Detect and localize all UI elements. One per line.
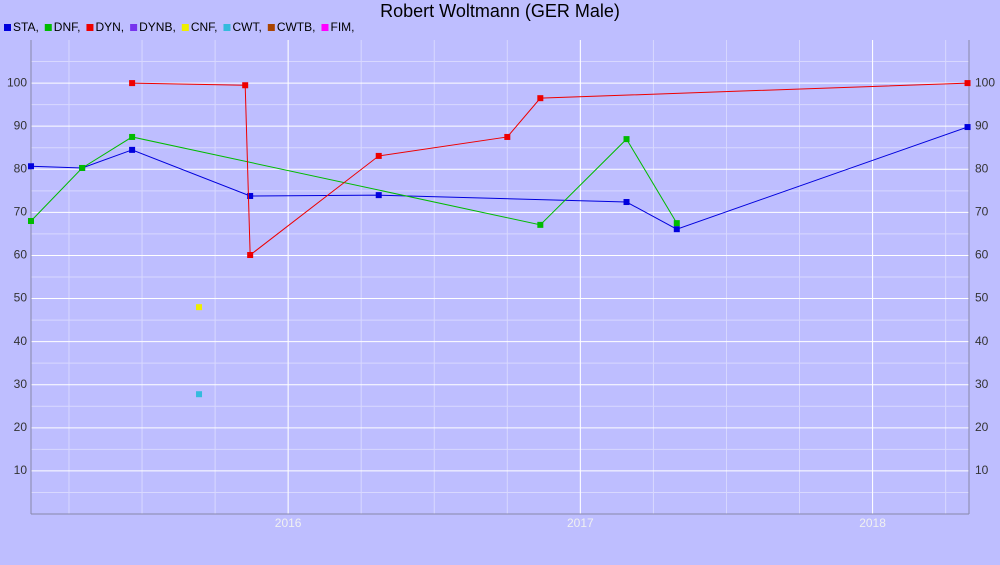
y-tick-label: 80 — [14, 161, 28, 175]
y-tick-label-right: 50 — [975, 291, 989, 305]
y-tick-label-right: 60 — [975, 248, 989, 262]
y-tick-label-right: 20 — [975, 420, 989, 434]
y-tick-label: 10 — [14, 463, 28, 477]
y-tick-label: 90 — [14, 118, 28, 132]
point — [129, 80, 136, 87]
legend-swatch — [181, 24, 189, 31]
point — [375, 152, 382, 159]
legend-swatch — [267, 24, 275, 31]
grid — [31, 40, 969, 514]
y-tick-label-right: 90 — [975, 118, 989, 132]
y-tick-label-right: 10 — [975, 463, 989, 477]
legend-swatch — [321, 24, 329, 31]
y-tick-label: 40 — [14, 334, 28, 348]
point — [375, 192, 382, 199]
legend-label: CWT, — [232, 20, 261, 34]
series-line — [30, 136, 678, 226]
x-tick-label: 2017 — [567, 516, 594, 530]
x-tick-label: 2018 — [859, 516, 886, 530]
y-tick-label: 100 — [7, 75, 27, 89]
point — [623, 199, 630, 206]
point — [964, 124, 971, 131]
y-tick-label-right: 80 — [975, 161, 989, 175]
point — [537, 221, 544, 228]
point — [129, 133, 136, 140]
legend-swatch — [130, 24, 138, 31]
point — [964, 80, 971, 87]
y-tick-label-right: 100 — [975, 75, 995, 89]
point — [537, 95, 544, 102]
y-tick-label: 50 — [14, 291, 28, 305]
legend-swatch — [4, 24, 11, 31]
point — [196, 304, 203, 311]
legend-label: CNF, — [191, 20, 218, 34]
y-tick-label: 70 — [14, 205, 28, 219]
point — [196, 391, 203, 398]
point — [247, 252, 254, 259]
y-tick-label-right: 30 — [975, 377, 989, 391]
point — [28, 217, 34, 224]
series-line — [30, 126, 968, 230]
y-tick-label: 20 — [14, 420, 28, 434]
y-tick-label: 30 — [14, 377, 28, 391]
chart-title: Robert Woltmann (GER Male) — [380, 1, 620, 21]
legend-label: CWTB, — [277, 20, 316, 34]
point — [129, 146, 136, 153]
legend-swatch — [44, 24, 52, 31]
legend-label: DYN, — [95, 20, 124, 34]
legend-label: FIM, — [330, 20, 354, 34]
point — [673, 220, 680, 227]
legend-swatch — [223, 24, 231, 31]
point — [242, 82, 249, 89]
point — [673, 226, 680, 233]
point — [79, 164, 86, 171]
point — [623, 136, 630, 143]
legend-label: DYNB, — [139, 20, 176, 34]
legend-label: DNF, — [54, 20, 81, 34]
y-tick-label: 60 — [14, 248, 28, 262]
legend-label: STA, — [13, 20, 39, 34]
y-tick-label-right: 70 — [975, 205, 989, 219]
point — [28, 163, 34, 170]
y-tick-label-right: 40 — [975, 334, 989, 348]
x-tick-label: 2016 — [275, 516, 302, 530]
legend-swatch — [86, 24, 94, 31]
point — [504, 133, 511, 140]
point — [247, 192, 254, 199]
